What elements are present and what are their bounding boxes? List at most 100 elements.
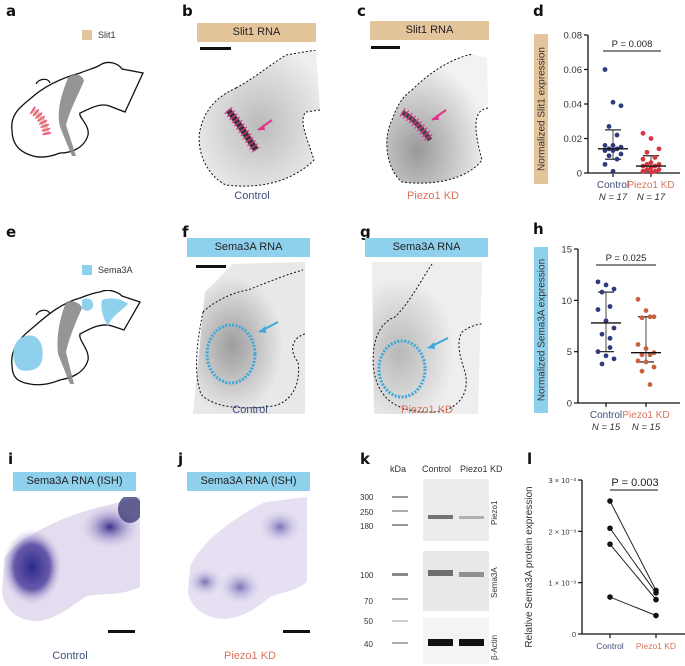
marker-300: 300 xyxy=(360,493,374,502)
condition-label-i: Control xyxy=(52,650,88,662)
data-point-control xyxy=(607,594,613,600)
panel-letter-d: d xyxy=(533,2,544,20)
scale-bar-c xyxy=(371,46,400,49)
blot-piezo1 xyxy=(423,479,489,541)
data-point-control xyxy=(607,498,613,504)
data-point xyxy=(595,279,601,285)
data-point xyxy=(610,168,616,174)
data-point xyxy=(606,124,612,129)
ylabel-banner xyxy=(534,34,548,184)
micrograph-g xyxy=(372,262,482,414)
data-point-piezo1kd xyxy=(653,596,659,603)
data-point xyxy=(656,167,662,172)
y-tick-label: 3 × 10⁻³ xyxy=(548,476,576,485)
y-tick-label: 15 xyxy=(561,245,572,256)
data-point xyxy=(643,346,649,351)
data-point xyxy=(603,318,609,324)
y-tick-label: 0.02 xyxy=(564,134,583,145)
legend-sema3a: Sema3A xyxy=(82,265,133,275)
p-value-label: P = 0.003 xyxy=(611,477,658,489)
data-point xyxy=(639,315,645,321)
schematic-brain-sema3a xyxy=(11,290,141,386)
y-tick-label: 0.06 xyxy=(564,65,583,76)
panel-letter-k: k xyxy=(360,450,370,468)
data-point xyxy=(644,149,650,155)
micrograph-c xyxy=(386,53,489,184)
data-point xyxy=(599,331,605,337)
blot-label-piezo1: Piezo1 xyxy=(490,500,499,525)
data-point xyxy=(607,335,613,341)
n-label: N = 17 xyxy=(599,192,628,203)
data-point xyxy=(603,282,609,288)
condition-label-j: Piezo1 KD xyxy=(224,650,276,662)
marker-50: 50 xyxy=(364,617,373,626)
marker-70: 70 xyxy=(364,597,373,606)
data-point xyxy=(618,103,624,109)
data-point xyxy=(614,132,620,138)
data-point-control xyxy=(607,525,613,532)
scale-bar-j xyxy=(283,630,310,633)
legend-swatch-slit1 xyxy=(82,30,92,40)
data-point xyxy=(647,352,653,358)
condition-label-f: Control xyxy=(232,404,268,416)
x-tick-label: Control xyxy=(597,180,629,191)
western-blot xyxy=(392,479,489,664)
pair-line xyxy=(609,543,657,600)
x-tick-label: Piezo1 KD xyxy=(627,180,674,191)
schematic-brain-slit1 xyxy=(11,61,144,158)
y-tick-label: 0 xyxy=(567,399,572,410)
p-value-label: P = 0.025 xyxy=(606,253,647,264)
panel-letter-b: b xyxy=(182,2,193,20)
n-label: N = 17 xyxy=(637,192,666,203)
y-tick-label: 5 xyxy=(567,347,572,358)
data-point xyxy=(610,99,616,105)
data-point xyxy=(647,382,653,387)
data-point xyxy=(643,359,649,365)
data-point xyxy=(643,308,649,313)
data-point xyxy=(611,325,617,331)
data-point xyxy=(656,146,662,152)
marker-250: 250 xyxy=(360,508,374,517)
marker-100: 100 xyxy=(360,571,374,580)
scale-bar-b xyxy=(200,47,231,50)
data-point xyxy=(595,307,601,312)
panel-letter-i: i xyxy=(8,450,14,468)
data-point xyxy=(651,314,657,320)
blot-label-sema3a: Sema3A xyxy=(490,567,499,598)
x-tick-label: Control xyxy=(596,641,624,651)
y-axis-label: Normalized Slit1 expression xyxy=(537,47,548,171)
data-point xyxy=(610,143,616,148)
data-point-piezo1kd xyxy=(653,590,659,596)
panel-letter-h: h xyxy=(533,220,544,238)
y-tick-label: 1 × 10⁻³ xyxy=(548,579,576,588)
data-point xyxy=(595,349,601,355)
micrograph-f xyxy=(193,262,305,414)
chart-l: Relative Sema3A protein expression 0 1 × 1… xyxy=(524,476,685,651)
data-point xyxy=(611,356,617,362)
y-tick-label: 0 xyxy=(577,169,582,180)
data-point-control xyxy=(607,541,613,547)
y-tick-label: 10 xyxy=(561,296,572,307)
panel-letter-c: c xyxy=(357,2,366,20)
data-point xyxy=(599,289,605,295)
blot-sema3a xyxy=(423,551,489,611)
data-point xyxy=(599,361,605,367)
banner-c: Slit1 RNA xyxy=(370,21,489,40)
panel-letter-g: g xyxy=(360,223,371,241)
data-point xyxy=(635,358,641,364)
y-tick-label: 0.08 xyxy=(564,31,583,42)
data-point xyxy=(614,156,620,162)
legend-slit1: Slit1 xyxy=(82,30,116,40)
marker-40: 40 xyxy=(364,640,373,649)
data-point xyxy=(607,304,613,309)
panel-letter-j: j xyxy=(178,450,184,468)
data-point xyxy=(635,342,641,347)
data-point xyxy=(647,314,653,320)
data-point xyxy=(640,156,646,162)
blot-label-beta-actin: β-Actin xyxy=(490,634,499,660)
data-point xyxy=(602,143,608,148)
y-tick-label: 2 × 10⁻³ xyxy=(548,527,576,536)
chart-h: Normalized Sema3A expression 0 5 10 15 Contro… xyxy=(534,245,680,433)
data-point xyxy=(652,155,658,160)
marker-180: 180 xyxy=(360,522,374,531)
